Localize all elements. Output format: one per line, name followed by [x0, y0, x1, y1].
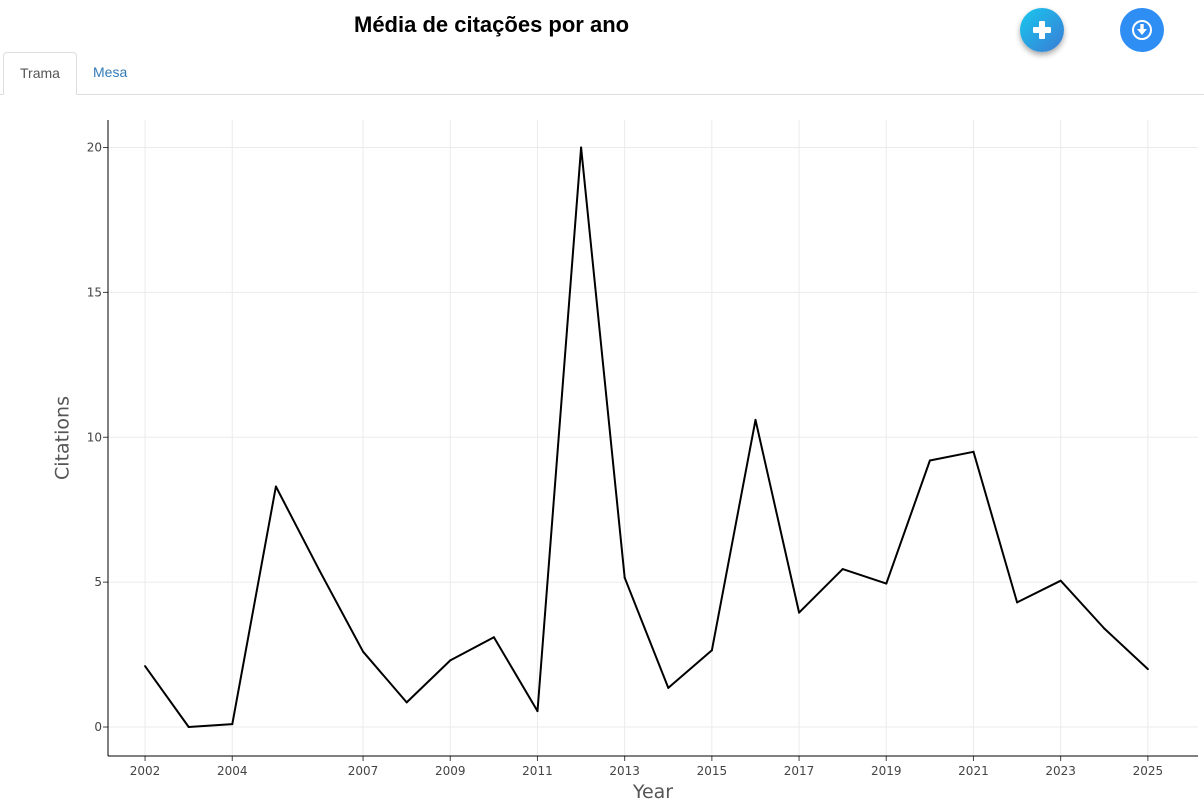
y-tick-label: 15: [87, 285, 102, 299]
x-tick-labels: 2002 2004 2007 2009 2011 2013 2015 2017 2019 2021…: [130, 764, 1163, 778]
data-point: [492, 636, 495, 639]
data-point: [667, 686, 670, 689]
data-point: [754, 418, 757, 421]
x-tick-label: 2025: [1133, 764, 1164, 778]
download-button[interactable]: [1120, 8, 1164, 52]
data-point: [231, 723, 234, 726]
x-axis-title: Year: [632, 781, 673, 803]
y-tick-label: 20: [87, 141, 102, 155]
data-point: [885, 582, 888, 585]
axes: [103, 120, 1198, 761]
series-layer: [144, 146, 1149, 729]
data-point: [1059, 579, 1062, 582]
data-point: [798, 611, 801, 614]
data-point: [623, 576, 626, 579]
x-tick-label: 2017: [784, 764, 815, 778]
add-button[interactable]: [1020, 8, 1064, 52]
data-point: [405, 701, 408, 704]
data-point: [449, 659, 452, 662]
x-tick-label: 2007: [348, 764, 379, 778]
data-point: [144, 665, 147, 668]
x-tick-label: 2021: [958, 764, 989, 778]
data-point: [928, 459, 931, 462]
x-tick-label: 2019: [871, 764, 902, 778]
data-point: [1146, 668, 1149, 671]
data-point: [536, 710, 539, 713]
data-point: [580, 146, 583, 149]
y-tick-label: 5: [94, 575, 102, 589]
data-point: [187, 726, 190, 729]
plus-icon: [1033, 21, 1051, 39]
x-tick-label: 2023: [1045, 764, 1076, 778]
grid-lines: [108, 120, 1198, 756]
data-point: [1016, 601, 1019, 604]
data-point: [710, 649, 713, 652]
x-tick-label: 2011: [522, 764, 553, 778]
x-tick-label: 2015: [697, 764, 728, 778]
y-axis-title: Citations: [52, 396, 74, 480]
tab-trama[interactable]: Trama: [3, 52, 77, 95]
x-tick-label: 2004: [217, 764, 248, 778]
data-point: [972, 450, 975, 453]
series-line: [144, 146, 1149, 728]
tab-bar: Trama Mesa: [0, 52, 1204, 95]
x-tick-label: 2009: [435, 764, 466, 778]
y-tick-label: 0: [94, 720, 102, 734]
data-point: [1103, 627, 1106, 630]
y-tick-labels: 0 5 10 15 20: [87, 141, 102, 734]
data-point: [362, 650, 365, 653]
data-point: [318, 569, 321, 572]
download-circle-icon: [1132, 20, 1152, 40]
y-tick-label: 10: [87, 430, 102, 444]
x-tick-label: 2002: [130, 764, 161, 778]
data-point: [841, 568, 844, 571]
page-title: Média de citações por ano: [354, 12, 630, 37]
tab-mesa[interactable]: Mesa: [93, 64, 128, 80]
x-tick-label: 2013: [609, 764, 640, 778]
data-point: [274, 485, 277, 488]
